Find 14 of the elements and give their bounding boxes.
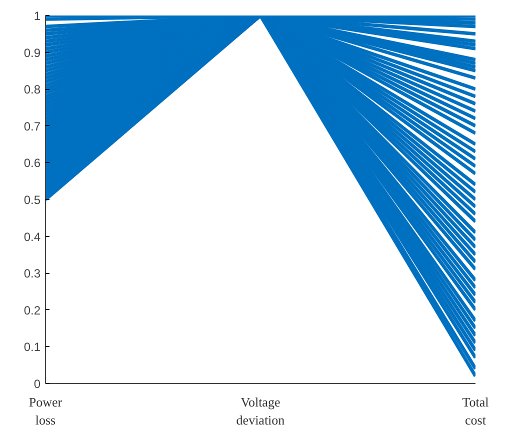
y-tick-label: 0.3 [24,266,41,281]
y-tick-label: 0.5 [24,193,41,207]
y-tick-label: 0.8 [24,82,41,97]
y-tick-label: 0.1 [24,340,41,354]
y-tick-label: 0.7 [24,119,41,134]
y-tick-label: 0.2 [24,303,41,318]
x-tick-label: Total cost [462,394,490,428]
x-tick-label: Voltage deviation [236,394,286,428]
y-tick-label: 1 [34,9,41,23]
y-tick-label: 0.9 [24,46,41,60]
y-tick-label: 0.6 [24,156,41,170]
y-tick-label: 0 [34,377,41,391]
y-tick-label: 0.4 [24,230,41,244]
x-tick-label: Power loss [28,394,63,428]
